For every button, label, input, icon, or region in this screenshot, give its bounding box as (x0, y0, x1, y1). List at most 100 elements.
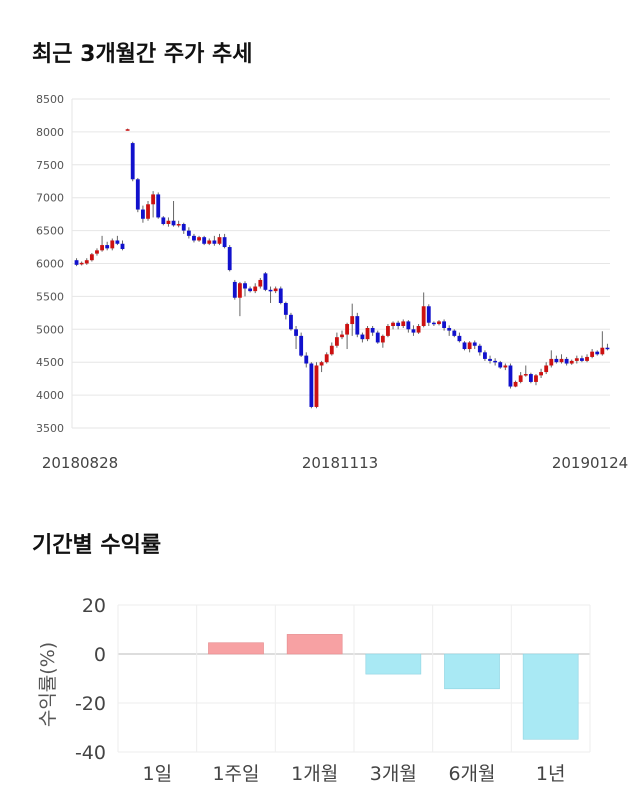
candle (176, 220, 181, 228)
candle-body (569, 360, 574, 364)
candle (207, 238, 212, 246)
candle (273, 286, 278, 294)
candle (202, 235, 207, 246)
candle-body (483, 352, 487, 359)
candle-body (416, 326, 421, 333)
candle-body (488, 358, 492, 361)
bar-marks (208, 634, 579, 740)
candle (401, 319, 406, 328)
candle-body (503, 365, 508, 368)
candle (437, 320, 441, 326)
candle-body (141, 209, 145, 219)
candle (523, 365, 528, 377)
candle (319, 360, 324, 373)
candle-body (227, 247, 232, 271)
candle-body (171, 220, 176, 226)
candle-body (314, 365, 319, 407)
candle-body (386, 326, 390, 336)
candle (554, 355, 559, 364)
candle-body (564, 358, 569, 364)
candle-body (100, 245, 104, 251)
candle (324, 352, 329, 364)
candle-body (442, 321, 447, 328)
candle (498, 360, 503, 369)
candle (559, 354, 564, 364)
candle (309, 362, 314, 409)
return-bar (522, 653, 579, 740)
candle (462, 341, 467, 351)
candle (294, 326, 298, 350)
candle (580, 355, 584, 363)
candle-body (207, 240, 212, 244)
candle-body (146, 204, 150, 219)
bar-y-axis-label: 수익률(%) (37, 642, 59, 727)
candle (248, 286, 253, 293)
candle-body (212, 240, 217, 244)
candle-y-tick: 4500 (36, 356, 64, 369)
candle-body (508, 365, 513, 387)
candle-y-tick: 8000 (36, 126, 64, 139)
candle-x-tick: 20180828 (42, 454, 118, 472)
candle (263, 272, 268, 292)
candle-body (79, 262, 84, 265)
candle-body (355, 316, 360, 335)
bar-x-tick: 1년 (536, 763, 566, 785)
candle (457, 332, 462, 343)
candle-body (309, 363, 314, 407)
bar-x-tick: 3개월 (370, 763, 417, 785)
candle (146, 200, 150, 221)
return-bar (365, 653, 422, 675)
candle-body (493, 360, 498, 363)
candle (345, 322, 350, 350)
candle (411, 325, 416, 336)
bar-y-tick: -20 (75, 693, 106, 715)
return-bar (444, 653, 500, 690)
candle-body (406, 321, 411, 330)
candle-body (248, 288, 253, 292)
candle (197, 235, 201, 242)
candle-body (156, 194, 161, 218)
candle (181, 222, 186, 234)
candle-body (283, 302, 288, 315)
bar-y-tick: 0 (94, 644, 106, 666)
candle-body (370, 327, 375, 333)
bar-y-tick: -40 (75, 742, 106, 764)
candle-body (74, 260, 79, 265)
candle-body (273, 288, 278, 292)
candle (171, 200, 176, 227)
candle-body (447, 327, 452, 331)
candle-grid (71, 98, 610, 429)
bar-grid (117, 604, 591, 753)
candle (95, 248, 99, 256)
candle (237, 281, 242, 317)
candle (186, 227, 191, 239)
candle-body (289, 314, 293, 330)
bar-x-ticks: 1일 1주일 1개월 3개월 6개월 1년 (143, 763, 566, 785)
candle (574, 355, 579, 364)
candle (600, 331, 605, 356)
candle (105, 241, 110, 251)
candle-body (95, 250, 99, 254)
candle (585, 354, 589, 363)
candle (564, 356, 569, 366)
candle-body (380, 335, 385, 343)
candle-body (120, 243, 125, 250)
candle (84, 258, 89, 265)
candle-body (391, 322, 395, 327)
candle (110, 238, 115, 251)
candle (375, 330, 380, 344)
candle-body (467, 342, 472, 350)
candle-body (237, 283, 242, 298)
candle-body (498, 362, 503, 368)
candle (396, 320, 401, 330)
candle-y-tick: 7000 (36, 192, 64, 205)
candle-body (345, 324, 350, 335)
returns-title: 기간별 수익률 (32, 533, 162, 558)
candle (227, 245, 232, 272)
candle-body (375, 332, 380, 343)
candle (472, 340, 477, 350)
candle-body (161, 217, 166, 225)
candle-body (125, 129, 130, 131)
candle (447, 325, 452, 336)
